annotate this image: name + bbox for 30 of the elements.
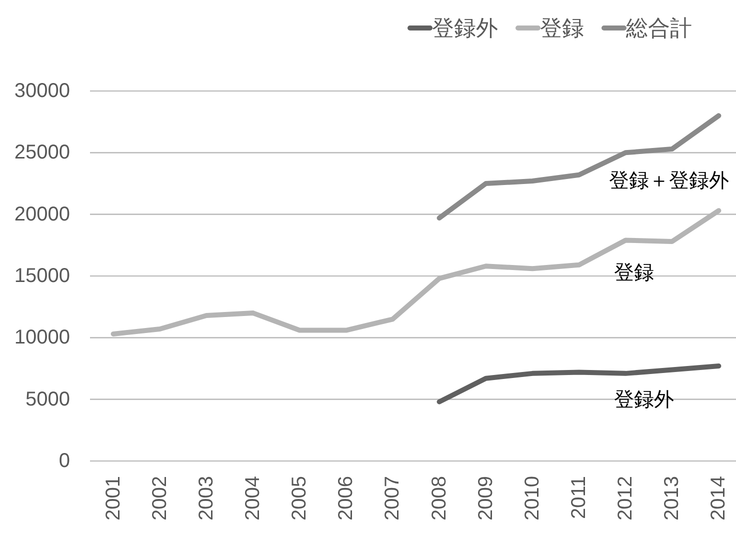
legend-item: 登録: [516, 16, 584, 40]
x-tick-label: 2008: [428, 476, 450, 520]
annotation: 登録: [614, 262, 654, 284]
x-tick-label: 2003: [195, 476, 218, 520]
y-tick-label: 0: [58, 450, 70, 472]
legend-label: 登録: [540, 16, 584, 40]
x-tick-label: 2014: [708, 476, 730, 520]
legend-label: 総合計: [625, 16, 692, 40]
x-tick-label: 2006: [335, 476, 358, 520]
x-tick-label: 2004: [242, 476, 264, 520]
x-tick-label: 2007: [382, 476, 404, 520]
x-tick-label: 2002: [148, 476, 171, 520]
x-tick-label: 2001: [102, 476, 124, 520]
x-tick-label: 2009: [474, 476, 497, 520]
x-tick-label: 2012: [614, 476, 637, 520]
annotation: 登録＋登録外: [609, 170, 729, 192]
y-tick-label: 5000: [26, 388, 70, 410]
legend-item: 総合計: [602, 16, 692, 40]
legend-label: 登録外: [432, 16, 498, 40]
x-tick-label: 2010: [521, 476, 544, 520]
y-tick-label: 25000: [14, 142, 70, 164]
x-tick-label: 2013: [661, 476, 684, 520]
y-tick-label: 15000: [14, 265, 70, 287]
y-tick-label: 10000: [14, 326, 70, 349]
y-tick-label: 30000: [14, 80, 70, 102]
x-tick-label: 2005: [288, 476, 311, 520]
legend-item: 登録外: [408, 16, 498, 40]
annotation: 登録外: [614, 389, 674, 411]
x-tick-label: 2011: [568, 476, 590, 520]
y-tick-label: 20000: [14, 203, 70, 226]
